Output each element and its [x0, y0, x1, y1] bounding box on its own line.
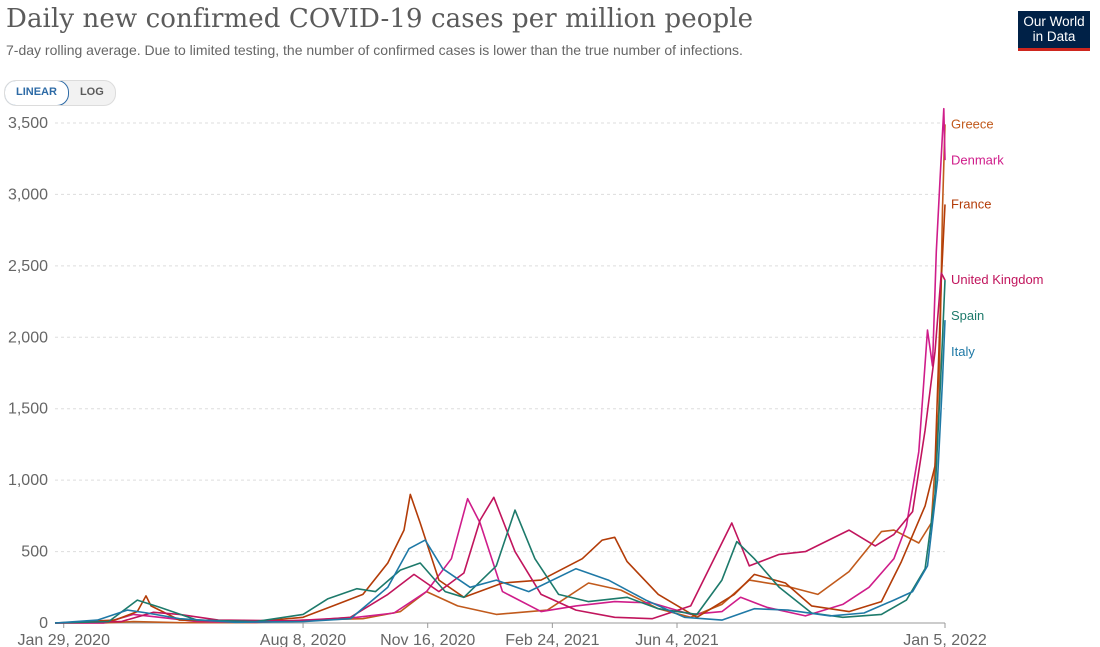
logo-line-1: Our World	[1023, 14, 1085, 29]
y-tick-label: 500	[21, 544, 48, 561]
linear-scale-button[interactable]: LINEAR	[4, 81, 69, 105]
series-label-italy: Italy	[951, 344, 975, 359]
y-tick-label: 1,500	[8, 401, 48, 418]
series-line-italy	[54, 320, 946, 624]
series-line-denmark	[55, 107, 946, 624]
series-line-united-kingdom	[54, 272, 946, 624]
y-tick-label: 2,000	[8, 329, 48, 346]
series-label-spain: Spain	[951, 308, 984, 323]
series-line-france	[54, 204, 946, 624]
y-tick-label: 3,500	[8, 115, 48, 132]
series-label-denmark: Denmark	[951, 152, 1004, 167]
x-tick-label: Feb 24, 2021	[505, 632, 599, 647]
x-tick-label: Jan 29, 2020	[17, 632, 110, 647]
logo-line-2: in Data	[1032, 29, 1076, 44]
series-label-greece: Greece	[951, 116, 994, 131]
y-tick-label: 1,000	[8, 472, 48, 489]
series-label-united-kingdom: United Kingdom	[951, 272, 1044, 287]
x-tick-label: Jan 5, 2022	[903, 632, 987, 647]
x-tick-label: Nov 16, 2020	[380, 632, 475, 647]
series-label-france: France	[951, 196, 991, 211]
y-tick-label: 3,000	[8, 186, 48, 203]
series-line-spain	[54, 280, 946, 624]
y-tick-label: 2,500	[8, 258, 48, 275]
chart-subtitle: 7-day rolling average. Due to limited te…	[6, 42, 743, 58]
chart-title: Daily new confirmed COVID-19 cases per m…	[6, 4, 754, 34]
log-scale-button[interactable]: LOG	[79, 86, 104, 98]
y-tick-label: 0	[39, 615, 48, 632]
x-tick-label: Jun 4, 2021	[635, 632, 719, 647]
owid-logo[interactable]: Our World in Data	[1018, 11, 1090, 51]
x-tick-label: Aug 8, 2020	[260, 632, 346, 647]
scale-toggle: LINEAR LOG	[4, 80, 116, 106]
